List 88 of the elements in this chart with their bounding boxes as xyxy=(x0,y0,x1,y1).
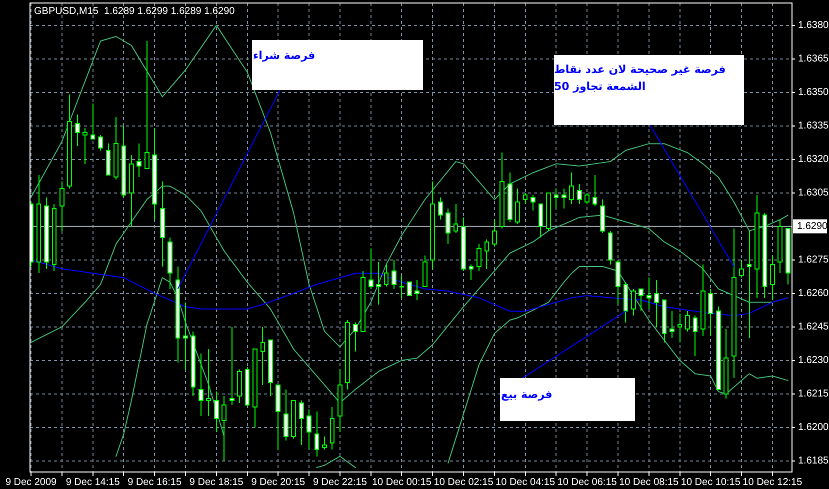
candlestick xyxy=(438,196,443,220)
candlestick xyxy=(222,396,227,462)
candlestick xyxy=(414,279,420,301)
line-series xyxy=(30,24,788,348)
annotation: فرصة شراء xyxy=(253,49,316,62)
ref-line-label: 1.6290 xyxy=(797,220,828,232)
x-tick-label: 9 Dec 2009 xyxy=(5,477,58,488)
candlestick xyxy=(576,183,582,204)
candlestick xyxy=(407,282,412,296)
candlestick xyxy=(298,400,304,446)
candlestick xyxy=(554,188,559,209)
candlestick xyxy=(453,204,458,234)
y-tick-label: 1.6200 xyxy=(798,422,829,433)
candlestick xyxy=(476,244,482,272)
candlestick xyxy=(561,188,566,209)
y-tick-label: 1.6215 xyxy=(798,388,829,400)
candlestick xyxy=(446,208,450,245)
y-tick-label: 1.6380 xyxy=(798,20,829,31)
x-tick-label: 10 Dec 04:15 xyxy=(496,477,556,488)
x-tick-label: 10 Dec 06:15 xyxy=(557,477,618,488)
candlestick xyxy=(399,274,404,298)
candlestick xyxy=(530,194,536,212)
candlestick xyxy=(322,436,327,450)
candlestick xyxy=(515,188,520,225)
candlestick xyxy=(283,388,288,442)
candlestick xyxy=(630,288,636,316)
candlestick xyxy=(144,40,150,169)
candlestick xyxy=(746,230,752,338)
candlestick xyxy=(98,134,103,151)
y-tick-label: 1.6245 xyxy=(798,321,829,332)
candlestick xyxy=(468,264,474,280)
candlestick xyxy=(646,277,652,310)
line-series xyxy=(30,259,788,316)
candlestick xyxy=(229,326,234,406)
y-tick-label: 1.6185 xyxy=(798,455,829,466)
x-tick-label: 10 Dec 10:15 xyxy=(680,477,741,488)
candlestick xyxy=(260,326,266,386)
candlestick xyxy=(670,310,674,338)
x-tick-label: 9 Dec 22:15 xyxy=(312,477,368,488)
candlestick xyxy=(198,353,204,417)
x-tick-label: 9 Dec 20:15 xyxy=(251,477,306,488)
candlestick xyxy=(592,174,598,207)
candlestick xyxy=(136,143,142,178)
candlestick xyxy=(74,114,80,146)
x-tick-label: 9 Dec 16:15 xyxy=(128,477,182,488)
x-tick-label: 10 Dec 12:15 xyxy=(742,477,803,488)
x-tick-label: 10 Dec 00:15 xyxy=(372,477,432,488)
y-tick-label: 1.6260 xyxy=(798,288,829,299)
candlestick xyxy=(677,312,682,343)
candlestick xyxy=(522,192,528,204)
y-tick-label: 1.6320 xyxy=(798,154,829,165)
candlestick xyxy=(569,172,574,204)
chart-title: GBPUSD,M15 1.6289 1.6299 1.6289 1.6290 xyxy=(34,6,236,17)
x-tick-label: 9 Dec 14:15 xyxy=(66,477,120,488)
candlestick xyxy=(306,408,312,450)
candlestick xyxy=(654,279,660,328)
candlestick xyxy=(685,310,690,332)
candlestick xyxy=(584,192,590,204)
y-tick-label: 1.6230 xyxy=(798,354,829,366)
candlestick xyxy=(392,259,396,290)
candlestick xyxy=(692,315,698,356)
x-tick-label: 10 Dec 08:15 xyxy=(619,477,680,488)
candlestick xyxy=(492,219,497,247)
candlestick xyxy=(59,181,64,232)
candlestick xyxy=(708,288,714,336)
candlestick xyxy=(484,239,490,270)
candlestick xyxy=(352,322,358,352)
annotation: فرصة غير صحيحة لان عدد نقاط الشمعة تجاوز 50 xyxy=(554,62,727,95)
candlestick xyxy=(368,248,374,290)
candlestick xyxy=(376,262,381,305)
candlestick xyxy=(384,264,389,288)
y-tick-label: 1.6335 xyxy=(798,120,829,132)
candlestick xyxy=(638,288,644,312)
y-tick-label: 1.6305 xyxy=(798,187,829,198)
candlestick xyxy=(538,204,544,238)
y-tick-label: 1.6275 xyxy=(798,254,829,266)
candlestick xyxy=(206,348,212,417)
candlestick xyxy=(739,259,744,278)
candlestick xyxy=(82,128,88,164)
candlestick xyxy=(770,254,775,301)
candlestick xyxy=(214,391,219,432)
annotation: فرصة بيع xyxy=(501,388,552,401)
x-tick-label: 10 Dec 02:15 xyxy=(434,477,494,488)
candlestick xyxy=(314,411,320,457)
y-tick-label: 1.6350 xyxy=(798,86,829,98)
y-tick-label: 1.6365 xyxy=(798,53,829,64)
candlestick xyxy=(183,302,188,370)
x-tick-label: 9 Dec 18:15 xyxy=(189,477,244,488)
